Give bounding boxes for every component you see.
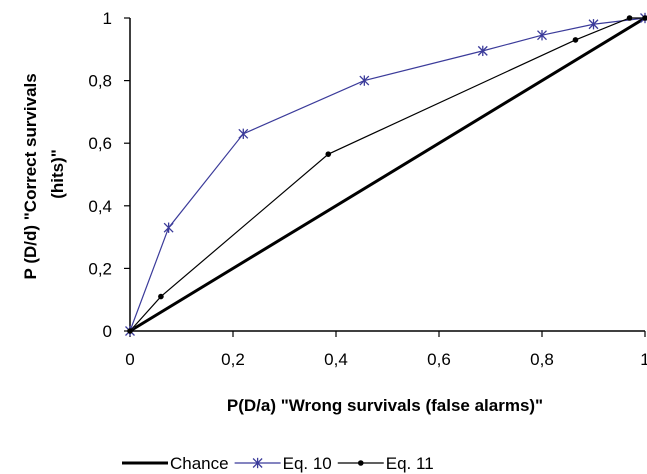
series-line-eq-10 xyxy=(129,17,646,332)
y-tick-label: 0,8 xyxy=(88,72,112,91)
legend-marker xyxy=(252,457,263,469)
x-axis-title: P(D/a) "Wrong survivals (false alarms)" xyxy=(227,396,543,415)
x-tick-label: 1 xyxy=(640,350,647,369)
y-tick-label: 1 xyxy=(103,9,112,28)
x-tick-label: 0 xyxy=(125,350,134,369)
data-point-eq-11 xyxy=(642,15,647,21)
data-point-eq-11 xyxy=(158,293,164,300)
legend-label: Eq. 11 xyxy=(386,454,434,473)
legend: Chance Eq. 10 Eq. 11 xyxy=(122,454,434,473)
data-point-eq-11 xyxy=(572,37,579,43)
series-eq-11 xyxy=(127,15,647,334)
y-axis-title-line-1: P (D/d) "Correct survivals xyxy=(21,73,40,279)
tick-marks: 0 0,2 0,4 0,6 0,8 1 0 0,2 0,4 0,6 0,8 1 xyxy=(88,9,647,369)
x-tick-label: 0,6 xyxy=(427,350,451,369)
y-axis-title-line-2: (hits)" xyxy=(48,149,67,199)
series-layer xyxy=(125,12,647,337)
data-point-eq-10 xyxy=(477,45,488,57)
x-tick-label: 0,4 xyxy=(324,350,348,369)
y-tick-label: 0,4 xyxy=(88,197,112,216)
series-line-chance xyxy=(129,16,646,333)
axes xyxy=(129,18,645,332)
data-point-eq-10 xyxy=(238,128,249,139)
data-point-eq-10 xyxy=(588,19,599,30)
data-point-eq-11 xyxy=(127,328,133,334)
data-point-eq-10 xyxy=(359,75,370,86)
legend-item-eq-11: Eq. 11 xyxy=(337,454,434,473)
y-tick-label: 0 xyxy=(103,322,112,341)
y-tick-label: 0,2 xyxy=(88,259,112,278)
x-tick-label: 0,8 xyxy=(530,350,554,369)
y-tick-label: 0,6 xyxy=(88,134,112,153)
legend-item-chance: Chance xyxy=(122,454,229,473)
legend-label: Eq. 10 xyxy=(283,454,332,473)
legend-label: Chance xyxy=(170,454,229,473)
data-point-eq-11 xyxy=(626,15,633,21)
data-point-eq-10 xyxy=(163,222,174,233)
legend-marker xyxy=(357,460,364,466)
legend-item-eq-10: Eq. 10 xyxy=(234,454,332,473)
data-point-eq-11 xyxy=(325,151,332,157)
x-tick-label: 0,2 xyxy=(221,350,245,369)
data-point-eq-10 xyxy=(537,30,547,41)
series-chance xyxy=(129,16,646,333)
y-axis-title: P (D/d) "Correct survivals (hits)" xyxy=(21,69,67,280)
